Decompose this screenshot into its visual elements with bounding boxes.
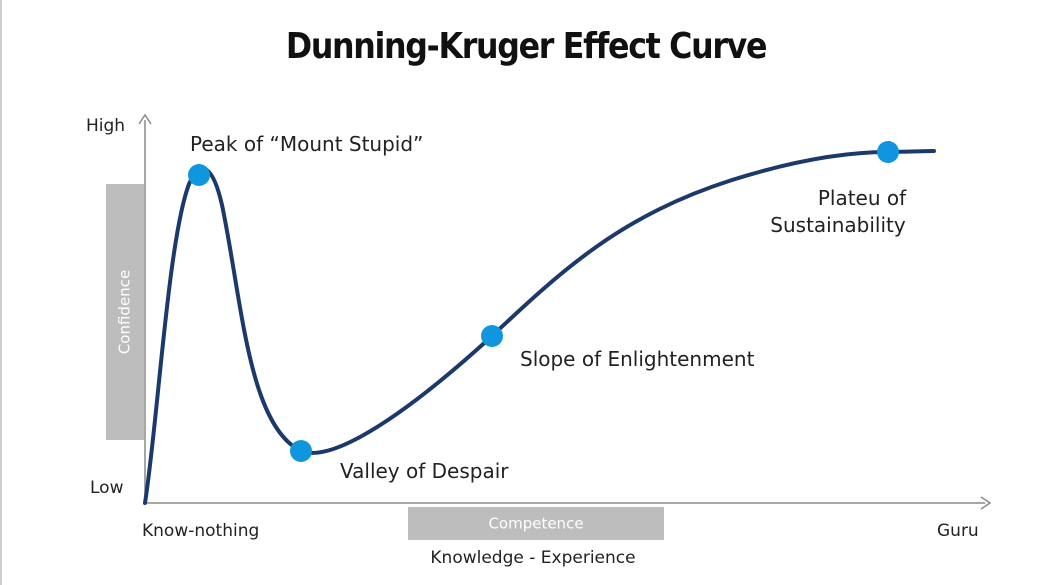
- valley-label: Valley of Despair: [340, 459, 509, 483]
- y-axis-arrow: [138, 113, 152, 125]
- diagram-title: Dunning-Kruger Effect Curve: [285, 26, 768, 67]
- competence-band: [408, 507, 664, 540]
- competence-band-label: Competence: [488, 515, 583, 533]
- confidence-band: [106, 184, 144, 440]
- slope-marker: [481, 325, 503, 347]
- y-axis-high-label: High: [86, 116, 125, 136]
- valley-marker: [290, 440, 312, 462]
- confidence-band-label: Confidence: [116, 270, 134, 354]
- x-axis-start-label: Know-nothing: [142, 521, 259, 541]
- plateau-marker: [877, 141, 899, 163]
- x-axis-end-label: Guru: [937, 521, 979, 541]
- slope-label: Slope of Enlightenment: [520, 347, 755, 371]
- x-axis-arrow: [980, 496, 992, 510]
- plateau-label-line2: Sustainability: [770, 213, 906, 237]
- peak-marker: [188, 164, 210, 186]
- dunning-kruger-curve: [143, 149, 936, 505]
- y-axis-low-label: Low: [90, 478, 124, 498]
- x-axis-caption: Knowledge - Experience: [430, 548, 635, 568]
- peak-label: Peak of “Mount Stupid”: [190, 132, 423, 156]
- plateau-label-line1: Plateu of: [818, 186, 907, 210]
